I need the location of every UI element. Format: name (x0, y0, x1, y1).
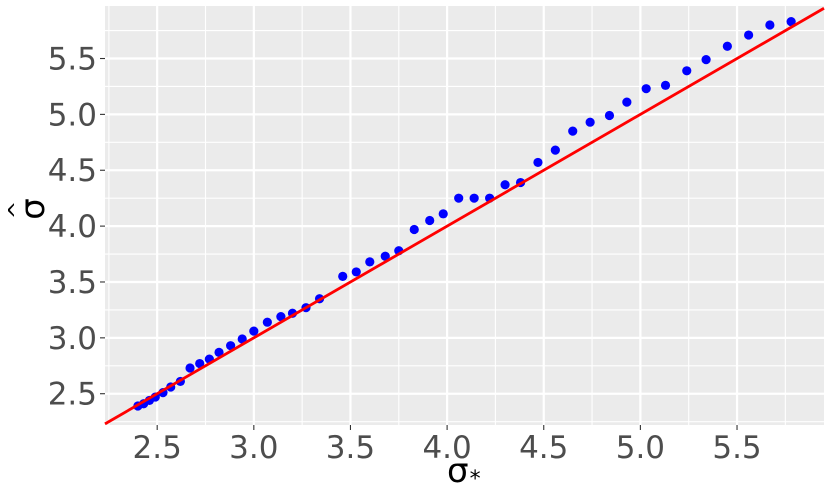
y-axis-ticks: 2.5 3.0 3.5 4.0 4.5 5.0 5.5 (48, 42, 105, 413)
data-point (276, 312, 286, 322)
y-tick-label: 3.5 (48, 265, 97, 301)
data-point (226, 341, 236, 351)
data-point (409, 224, 419, 235)
data-point (338, 271, 348, 281)
reference-line-y-equals-x (104, 7, 825, 426)
y-tick-label: 4.5 (48, 153, 97, 189)
y-tick-label: 4.0 (48, 209, 97, 245)
data-point (262, 317, 272, 327)
data-point (469, 193, 479, 203)
data-point (550, 145, 560, 155)
data-point (185, 363, 195, 373)
data-point (438, 209, 448, 219)
data-point (249, 326, 259, 336)
data-point (641, 84, 651, 94)
data-point (214, 347, 224, 357)
data-point (351, 267, 361, 277)
grid-major (105, 6, 824, 425)
data-point (682, 66, 692, 76)
y-tick-label: 5.0 (48, 97, 97, 133)
y-tick-label: 3.0 (48, 321, 97, 357)
data-point (604, 110, 615, 121)
x-tick-label: 4.5 (519, 430, 568, 466)
data-point (765, 20, 775, 30)
data-point (195, 358, 205, 369)
data-point (701, 55, 711, 65)
data-point (380, 251, 390, 261)
data-point (454, 193, 464, 203)
data-point (425, 215, 435, 226)
y-axis-title-symbol: σ (13, 198, 53, 220)
y-tick-label: 5.5 (48, 42, 97, 78)
data-point (500, 180, 510, 190)
x-tick-label: 4.0 (422, 430, 471, 466)
x-axis-title: σ* (447, 451, 481, 492)
data-point (744, 30, 754, 40)
data-point (786, 17, 796, 27)
data-point (568, 126, 578, 136)
y-axis-title-hat: ^ (5, 201, 30, 219)
data-point (660, 80, 671, 90)
data-point (585, 117, 595, 127)
x-tick-label: 3.0 (229, 430, 278, 466)
y-axis-title: σ ^ (5, 198, 53, 220)
x-tick-label: 2.5 (133, 430, 182, 466)
x-tick-label: 3.5 (326, 430, 375, 466)
x-tick-label: 5.0 (616, 430, 665, 466)
y-tick-label: 2.5 (48, 377, 97, 413)
data-point (722, 41, 732, 51)
data-point (365, 257, 375, 267)
data-point (533, 157, 543, 168)
x-tick-label: 5.5 (712, 430, 761, 466)
grid-minor (105, 6, 824, 425)
x-axis-ticks: 2.5 3.0 3.5 4.0 4.5 5.0 5.5 (133, 425, 762, 466)
data-point (237, 334, 247, 344)
data-point (622, 97, 632, 107)
